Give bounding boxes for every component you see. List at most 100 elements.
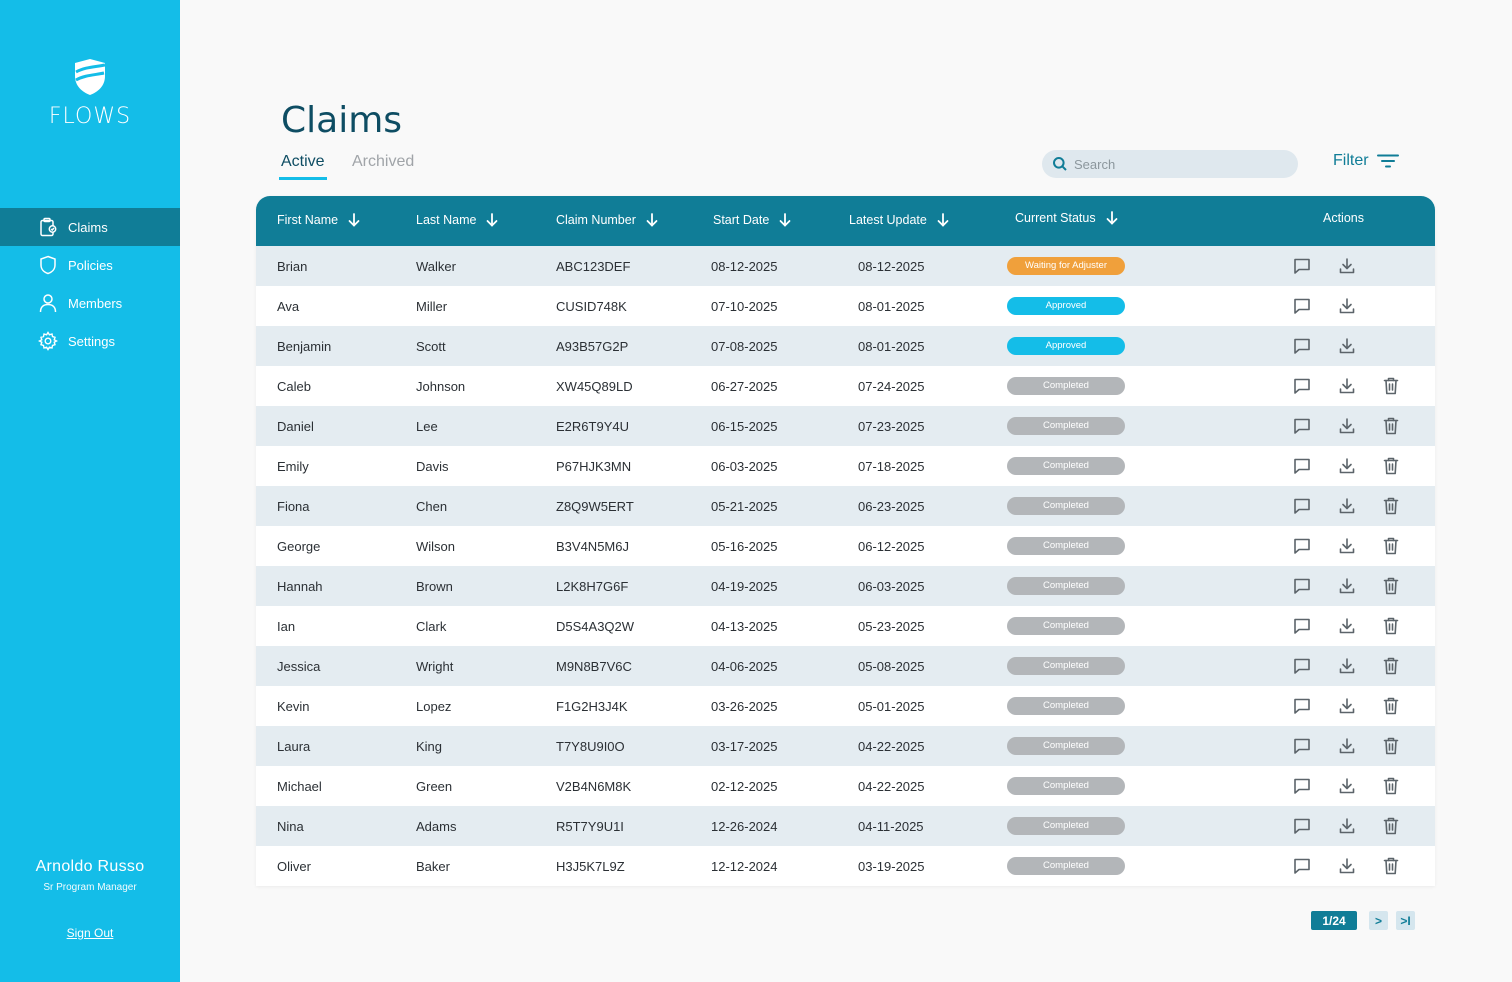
trash-icon[interactable] [1380, 535, 1402, 557]
cell-claim-number[interactable]: Z8Q9W5ERT [556, 499, 634, 514]
column-header-latest-update[interactable]: Latest Update [849, 213, 949, 227]
comment-icon[interactable] [1291, 255, 1313, 277]
cell-claim-number[interactable]: B3V4N5M6J [556, 539, 629, 554]
download-icon[interactable] [1336, 615, 1358, 637]
table-row[interactable]: Nina Adams R5T7Y9U1I 12-26-2024 04-11-2025 Co… [256, 806, 1435, 846]
sidebar-item-members[interactable]: Members [0, 284, 180, 322]
table-row[interactable]: Oliver Baker H3J5K7L9Z 12-12-2024 03-19-2025… [256, 846, 1435, 886]
table-row[interactable]: Brian Walker ABC123DEF 08-12-2025 08-12-2025… [256, 246, 1435, 286]
table-row[interactable]: Laura King T7Y8U9I0O 03-17-2025 04-22-2025 Co… [256, 726, 1435, 766]
next-page-button[interactable]: > [1369, 911, 1388, 930]
cell-claim-number[interactable]: XW45Q89LD [556, 379, 633, 394]
table-row[interactable]: Daniel Lee E2R6T9Y4U 06-15-2025 07-23-2025 Co… [256, 406, 1435, 446]
sidebar-item-claims[interactable]: Claims [0, 208, 180, 246]
download-icon[interactable] [1336, 575, 1358, 597]
trash-icon[interactable] [1380, 655, 1402, 677]
table-row[interactable]: Caleb Johnson XW45Q89LD 06-27-2025 07-24-202… [256, 366, 1435, 406]
cell-claim-number[interactable]: P67HJK3MN [556, 459, 632, 474]
trash-icon[interactable] [1380, 615, 1402, 637]
table-row[interactable]: Hannah Brown L2K8H7G6F 04-19-2025 06-03-2025… [256, 566, 1435, 606]
column-label: Start Date [713, 213, 770, 227]
column-header-claim-number[interactable]: Claim Number [556, 213, 658, 227]
cell-claim-number[interactable]: H3J5K7L9Z [556, 859, 625, 874]
cell-last-name: King [416, 739, 443, 754]
column-header-first-name[interactable]: First Name [277, 213, 360, 227]
table-row[interactable]: Emily Davis P67HJK3MN 06-03-2025 07-18-2025 C… [256, 446, 1435, 486]
comment-icon[interactable] [1291, 855, 1313, 877]
trash-icon[interactable] [1380, 815, 1402, 837]
cell-claim-number[interactable]: D5S4A3Q2W [556, 619, 635, 634]
download-icon[interactable] [1336, 535, 1358, 557]
cell-claim-number[interactable]: ABC123DEF [556, 259, 631, 274]
table-row[interactable]: Ava Miller CUSID748K 07-10-2025 08-01-2025 Ap… [256, 286, 1435, 326]
download-icon[interactable] [1336, 335, 1358, 357]
table-row[interactable]: Michael Green V2B4N6M8K 02-12-2025 04-22-202… [256, 766, 1435, 806]
comment-icon[interactable] [1291, 375, 1313, 397]
cell-claim-number[interactable]: E2R6T9Y4U [556, 419, 629, 434]
comment-icon[interactable] [1291, 735, 1313, 757]
download-icon[interactable] [1336, 815, 1358, 837]
download-icon[interactable] [1336, 415, 1358, 437]
comment-icon[interactable] [1291, 615, 1313, 637]
column-header-start-date[interactable]: Start Date [713, 213, 791, 227]
download-icon[interactable] [1336, 655, 1358, 677]
comment-icon[interactable] [1291, 775, 1313, 797]
table-row[interactable]: George Wilson B3V4N5M6J 05-16-2025 06-12-202… [256, 526, 1435, 566]
search-input[interactable] [1074, 156, 1274, 172]
download-icon[interactable] [1336, 455, 1358, 477]
trash-icon[interactable] [1380, 415, 1402, 437]
gear-icon [38, 331, 58, 351]
table-row[interactable]: Jessica Wright M9N8B7V6C 04-06-2025 05-08-20… [256, 646, 1435, 686]
last-page-button[interactable]: >I [1396, 911, 1415, 930]
tab-active[interactable]: Active [279, 153, 327, 180]
comment-icon[interactable] [1291, 415, 1313, 437]
trash-icon[interactable] [1380, 855, 1402, 877]
cell-claim-number[interactable]: CUSID748K [556, 299, 627, 314]
download-icon[interactable] [1336, 695, 1358, 717]
comment-icon[interactable] [1291, 495, 1313, 517]
comment-icon[interactable] [1291, 295, 1313, 317]
download-icon[interactable] [1336, 295, 1358, 317]
cell-claim-number[interactable]: V2B4N6M8K [556, 779, 632, 794]
cell-claim-number[interactable]: T7Y8U9I0O [556, 739, 625, 754]
comment-icon[interactable] [1291, 695, 1313, 717]
sidebar-item-settings[interactable]: Settings [0, 322, 180, 360]
table-row[interactable]: Ian Clark D5S4A3Q2W 04-13-2025 05-23-2025 Com… [256, 606, 1435, 646]
trash-icon[interactable] [1380, 375, 1402, 397]
app-logo[interactable]: FLOWS [0, 58, 180, 129]
download-icon[interactable] [1336, 375, 1358, 397]
comment-icon[interactable] [1291, 815, 1313, 837]
column-header-last-name[interactable]: Last Name [416, 213, 498, 227]
cell-claim-number[interactable]: M9N8B7V6C [556, 659, 632, 674]
tab-archived[interactable]: Archived [352, 153, 415, 170]
filter-button[interactable]: Filter [1333, 152, 1399, 170]
download-icon[interactable] [1336, 495, 1358, 517]
column-header-current-status[interactable]: Current Status [1015, 211, 1118, 225]
sidebar-item-policies[interactable]: Policies [0, 246, 180, 284]
cell-claim-number[interactable]: R5T7Y9U1I [556, 819, 624, 834]
trash-icon[interactable] [1380, 455, 1402, 477]
trash-icon[interactable] [1380, 695, 1402, 717]
comment-icon[interactable] [1291, 535, 1313, 557]
trash-icon[interactable] [1380, 495, 1402, 517]
cell-claim-number[interactable]: F1G2H3J4K [556, 699, 628, 714]
comment-icon[interactable] [1291, 575, 1313, 597]
status-badge: Approved [1007, 297, 1125, 315]
cell-claim-number[interactable]: L2K8H7G6F [556, 579, 629, 594]
comment-icon[interactable] [1291, 455, 1313, 477]
trash-icon[interactable] [1380, 735, 1402, 757]
table-row[interactable]: Benjamin Scott A93B57G2P 07-08-2025 08-01-20… [256, 326, 1435, 366]
download-icon[interactable] [1336, 855, 1358, 877]
trash-icon[interactable] [1380, 775, 1402, 797]
download-icon[interactable] [1336, 735, 1358, 757]
table-row[interactable]: Fiona Chen Z8Q9W5ERT 05-21-2025 06-23-2025 Co… [256, 486, 1435, 526]
table-row[interactable]: Kevin Lopez F1G2H3J4K 03-26-2025 05-01-2025 C… [256, 686, 1435, 726]
comment-icon[interactable] [1291, 335, 1313, 357]
download-icon[interactable] [1336, 775, 1358, 797]
cell-claim-number[interactable]: A93B57G2P [556, 339, 629, 354]
sign-out-link[interactable]: Sign Out [66, 926, 114, 940]
trash-icon[interactable] [1380, 575, 1402, 597]
comment-icon[interactable] [1291, 655, 1313, 677]
download-icon[interactable] [1336, 255, 1358, 277]
cell-last-name: Chen [416, 499, 448, 514]
